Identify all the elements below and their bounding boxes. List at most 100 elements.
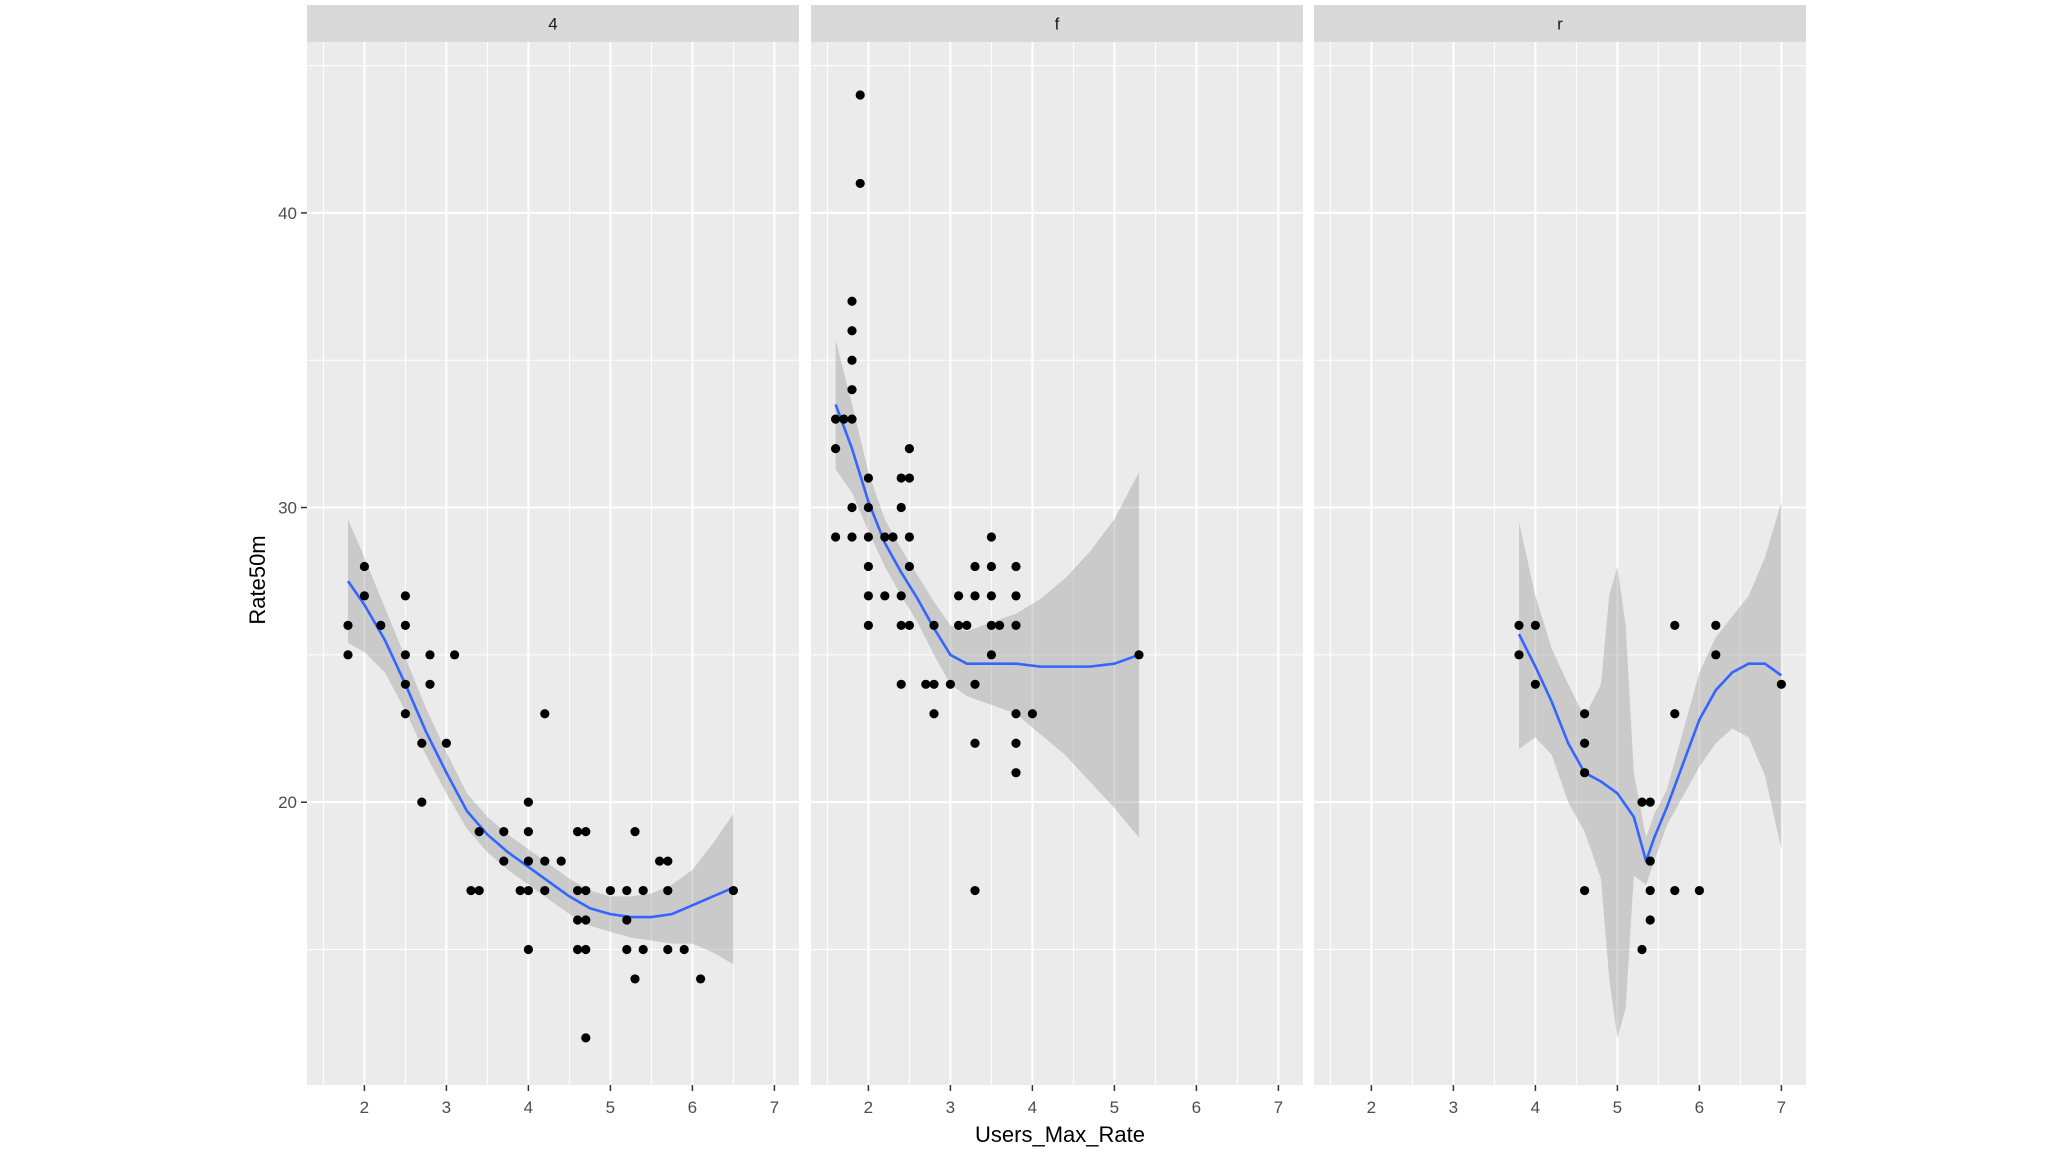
x-tick-label: 3 bbox=[442, 1098, 451, 1117]
data-point bbox=[1134, 650, 1144, 660]
data-point bbox=[962, 620, 972, 630]
data-point bbox=[581, 827, 591, 837]
data-point bbox=[863, 561, 874, 572]
facet-strip-label: r bbox=[1557, 15, 1563, 34]
data-point bbox=[1645, 915, 1655, 925]
data-point bbox=[540, 709, 550, 719]
facet-strip bbox=[307, 5, 799, 42]
data-point bbox=[847, 385, 857, 395]
data-point bbox=[400, 709, 410, 719]
data-point bbox=[847, 502, 857, 513]
x-tick-label: 2 bbox=[1367, 1098, 1376, 1117]
data-point bbox=[1027, 709, 1037, 719]
data-point bbox=[839, 414, 849, 424]
data-point bbox=[896, 473, 906, 483]
data-point bbox=[1645, 885, 1655, 896]
data-point bbox=[1514, 620, 1524, 630]
confidence-ribbon bbox=[1519, 501, 1782, 1038]
data-point bbox=[573, 885, 583, 896]
data-point bbox=[523, 797, 534, 807]
smooth-line bbox=[346, 580, 734, 919]
x-tick-label: 7 bbox=[1274, 1098, 1283, 1117]
data-point bbox=[970, 591, 980, 601]
data-point bbox=[573, 944, 583, 955]
data-point bbox=[1530, 620, 1540, 630]
data-point bbox=[425, 679, 435, 689]
data-point bbox=[1670, 709, 1680, 719]
data-point bbox=[728, 885, 739, 896]
data-point bbox=[417, 738, 427, 748]
data-point bbox=[904, 561, 915, 572]
y-tick-label: 30 bbox=[278, 499, 297, 518]
data-point bbox=[904, 532, 915, 542]
data-point bbox=[556, 856, 566, 866]
x-tick-label: 2 bbox=[360, 1098, 369, 1117]
data-point bbox=[400, 650, 410, 660]
data-point bbox=[515, 885, 525, 896]
x-tick-label: 3 bbox=[1449, 1098, 1458, 1117]
data-point bbox=[1580, 768, 1590, 778]
data-point bbox=[1011, 591, 1021, 601]
smooth-line bbox=[1517, 633, 1783, 863]
data-point bbox=[970, 738, 980, 748]
data-point bbox=[466, 885, 476, 896]
data-point bbox=[1011, 768, 1021, 778]
data-point bbox=[1645, 856, 1655, 866]
x-tick-label: 5 bbox=[606, 1098, 615, 1117]
facet-panel-f: f 2 3 4 5 6 7 bbox=[811, 5, 1303, 1117]
data-point bbox=[954, 591, 964, 601]
data-point bbox=[499, 827, 509, 837]
data-point bbox=[622, 944, 632, 955]
data-point bbox=[1711, 650, 1721, 660]
x-tick-label: 5 bbox=[1110, 1098, 1119, 1117]
data-point bbox=[847, 296, 857, 306]
facet-panel-4: 4 2 3 4 5 6 7 20 30 40 bbox=[278, 5, 799, 1117]
data-point bbox=[970, 561, 980, 572]
x-tick-label: 7 bbox=[770, 1098, 779, 1117]
data-point bbox=[376, 620, 386, 630]
data-point bbox=[880, 591, 890, 601]
data-point bbox=[986, 650, 997, 660]
data-point bbox=[831, 414, 841, 424]
data-point bbox=[929, 620, 939, 630]
data-point bbox=[441, 738, 451, 748]
data-point bbox=[638, 944, 648, 955]
data-point bbox=[523, 856, 534, 866]
data-point bbox=[986, 620, 997, 630]
data-point bbox=[343, 650, 353, 660]
data-point bbox=[863, 532, 874, 542]
data-point bbox=[855, 90, 865, 100]
data-point bbox=[622, 915, 632, 925]
data-point bbox=[1011, 620, 1021, 630]
data-point bbox=[896, 502, 906, 513]
data-point bbox=[970, 885, 980, 896]
data-point bbox=[1580, 709, 1590, 719]
data-point bbox=[1637, 797, 1647, 807]
panel-background bbox=[1314, 42, 1806, 1085]
facet-strip bbox=[811, 5, 1303, 42]
data-point bbox=[863, 502, 874, 513]
data-point bbox=[863, 620, 874, 630]
data-point bbox=[970, 679, 980, 689]
data-point bbox=[581, 1033, 591, 1043]
data-point bbox=[359, 561, 369, 572]
data-point bbox=[929, 679, 939, 689]
x-tick-label: 4 bbox=[524, 1098, 533, 1117]
data-point bbox=[1580, 885, 1590, 896]
data-point bbox=[888, 532, 898, 542]
x-tick-label: 6 bbox=[1192, 1098, 1201, 1117]
data-point bbox=[573, 827, 583, 837]
data-point bbox=[1011, 709, 1021, 719]
x-tick-label: 3 bbox=[946, 1098, 955, 1117]
data-point bbox=[847, 326, 857, 336]
data-point bbox=[679, 944, 689, 955]
data-point bbox=[1670, 620, 1680, 630]
facet-strip-label: f bbox=[1055, 15, 1060, 34]
data-point bbox=[1645, 797, 1655, 807]
data-point bbox=[986, 561, 997, 572]
data-point bbox=[921, 679, 931, 689]
data-point bbox=[499, 856, 509, 866]
data-point bbox=[986, 532, 997, 542]
data-point bbox=[904, 620, 915, 630]
